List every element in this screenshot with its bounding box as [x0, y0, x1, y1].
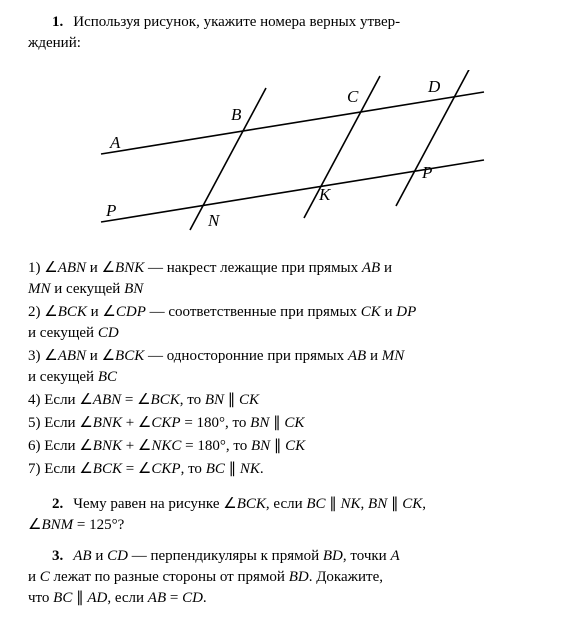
stmt-text-cont: и секущей CD [28, 323, 534, 344]
stmt-text: Если ∠BNK + ∠NKC = 180°, то BN ∥ CK [44, 438, 305, 454]
statement-4: 4) Если ∠ABN = ∠BCK, то BN ∥ CK [28, 390, 534, 411]
problem-1-number: 1. [52, 14, 63, 30]
svg-text:C: C [347, 87, 359, 106]
problem-3-line1: AB и CD — перпендикуляры к прямой BD, то… [73, 548, 399, 564]
svg-text:A: A [109, 133, 121, 152]
stmt-text-cont: и секущей BC [28, 367, 534, 388]
problem-2-line1: Чему равен на рисунке ∠BCK, если BC ∥ NK… [73, 496, 426, 512]
svg-text:B: B [231, 105, 242, 124]
statement-6: 6) Если ∠BNK + ∠NKC = 180°, то BN ∥ CK [28, 436, 534, 457]
stmt-text-cont: MN и секущей BN [28, 279, 534, 300]
statement-7: 7) Если ∠BCK = ∠CKP, то BC ∥ NK. [28, 459, 534, 480]
svg-text:P: P [105, 201, 116, 220]
stmt-num: 4) [28, 392, 41, 408]
geometry-figure: A B C D P N K P [66, 70, 496, 240]
problem-1-intro: 1. Используя рисунок, укажите номера верн… [28, 12, 534, 54]
stmt-num: 1) [28, 260, 41, 276]
stmt-text: ∠BCK и ∠CDP — соответственные при прямых… [44, 304, 416, 320]
statements-list: 1) ∠ABN и ∠BNK — накрест лежащие при пря… [28, 258, 534, 480]
problem-1-intro-text-line1: Используя рисунок, укажите номера верных… [73, 14, 400, 30]
statement-3: 3) ∠ABN и ∠BCK — односторонние при прямы… [28, 346, 534, 388]
problem-3-number: 3. [52, 548, 63, 564]
svg-text:K: K [318, 185, 332, 204]
statement-5: 5) Если ∠BNK + ∠CKP = 180°, то BN ∥ CK [28, 413, 534, 434]
problem-1-intro-text-line2: ждений: [28, 35, 81, 51]
problem-2-number: 2. [52, 496, 63, 512]
problem-3-line3: что BC ∥ AD, если AB = CD. [28, 590, 207, 606]
stmt-num: 3) [28, 348, 41, 364]
stmt-num: 7) [28, 461, 41, 477]
stmt-text: ∠ABN и ∠BNK — накрест лежащие при прямых… [44, 260, 392, 276]
stmt-text: Если ∠BNK + ∠CKP = 180°, то BN ∥ CK [44, 415, 304, 431]
stmt-text: Если ∠BCK = ∠CKP, то BC ∥ NK. [44, 461, 263, 477]
problem-2-line2: ∠BNM = 125°? [28, 517, 124, 533]
stmt-num: 6) [28, 438, 41, 454]
statement-2: 2) ∠BCK и ∠CDP — соответственные при пря… [28, 302, 534, 344]
svg-text:P: P [421, 163, 432, 182]
problem-2: 2. Чему равен на рисунке ∠BCK, если BC ∥ … [28, 494, 534, 536]
stmt-text: ∠ABN и ∠BCK — односторонние при прямых A… [44, 348, 404, 364]
svg-text:D: D [427, 77, 441, 96]
stmt-num: 5) [28, 415, 41, 431]
stmt-num: 2) [28, 304, 41, 320]
problem-3-line2: и C лежат по разные стороны от прямой BD… [28, 569, 383, 585]
stmt-text: Если ∠ABN = ∠BCK, то BN ∥ CK [44, 392, 259, 408]
problem-3: 3. AB и CD — перпендикуляры к прямой BD, … [28, 546, 534, 609]
statement-1: 1) ∠ABN и ∠BNK — накрест лежащие при пря… [28, 258, 534, 300]
svg-text:N: N [207, 211, 221, 230]
